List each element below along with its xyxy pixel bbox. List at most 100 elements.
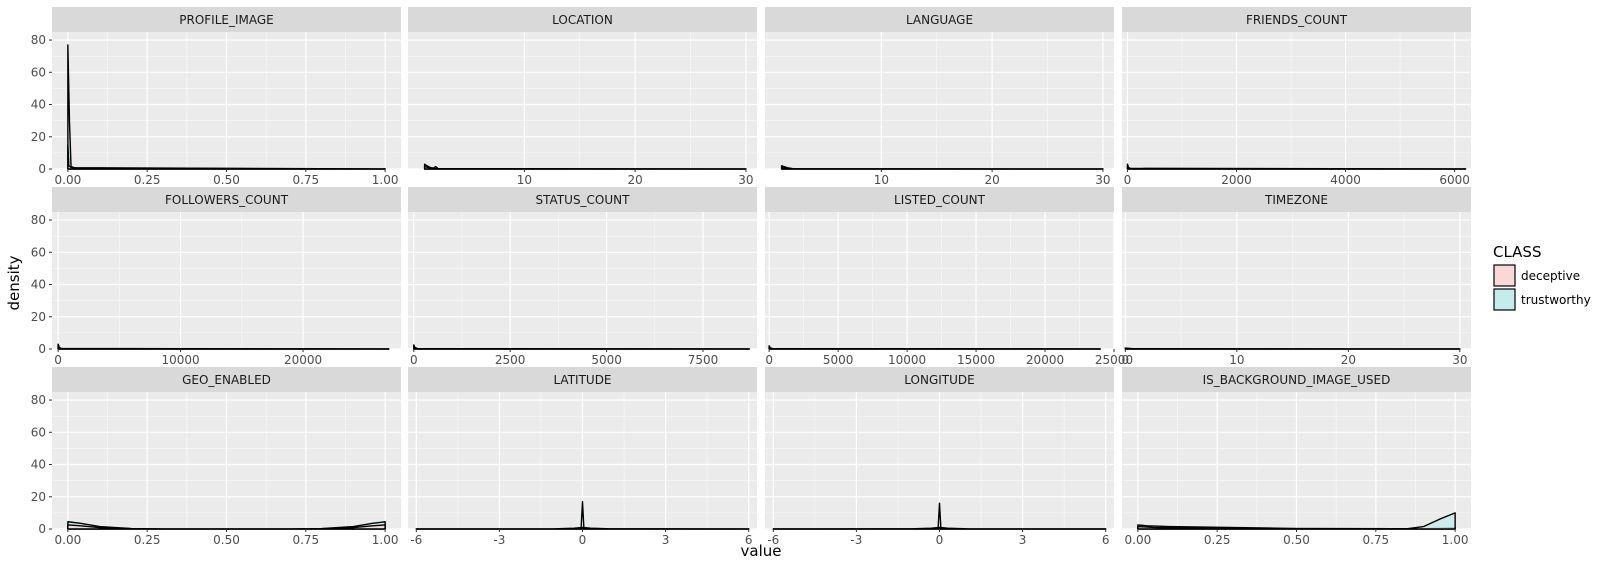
legend-entries: deceptive trustworthy xyxy=(1493,264,1591,311)
facet-strip xyxy=(1122,7,1471,32)
density-area-deceptive xyxy=(415,526,750,530)
y-tick-label: 40 xyxy=(31,278,46,292)
x-tick-label: 0.75 xyxy=(292,173,319,187)
legend: CLASS deceptive trustworthy xyxy=(1493,243,1591,311)
x-tick-label: 0.25 xyxy=(134,173,161,187)
facet-title: LANGUAGE xyxy=(906,13,973,27)
y-tick-label: 40 xyxy=(31,458,46,472)
facet-strip xyxy=(408,187,757,212)
x-tick-label: 10000 xyxy=(161,353,199,367)
y-tick-label: 20 xyxy=(31,490,46,504)
facet-panel: PROFILE_IMAGE 0.00 0.25 0.50 0.75 1.00 0 20 40 60… xyxy=(31,7,401,187)
x-tick-label: 6 xyxy=(745,533,753,547)
facet-strip xyxy=(408,7,757,32)
facet-title: FRIENDS_COUNT xyxy=(1246,13,1348,27)
density-area-deceptive xyxy=(1126,165,1467,170)
density-area-deceptive xyxy=(57,345,390,350)
x-tick-label: 10 xyxy=(1229,353,1244,367)
facet-title: LATITUDE xyxy=(553,373,611,387)
facet-panel: IS_BACKGROUND_IMAGE_USED 0.00 0.25 0.50 0.75… xyxy=(1122,367,1471,547)
density-area-deceptive xyxy=(780,166,1104,170)
panel-background xyxy=(1122,212,1471,349)
facet-title: IS_BACKGROUND_IMAGE_USED xyxy=(1203,373,1391,387)
legend-label-deceptive: deceptive xyxy=(1521,269,1580,283)
panel-background xyxy=(52,212,401,349)
facet-panel: FRIENDS_COUNT 0 2000 4000 6000 xyxy=(1122,7,1471,187)
x-tick-label: 5000 xyxy=(823,353,854,367)
facet-panel: GEO_ENABLED 0.00 0.25 0.50 0.75 1.00 0 20 40 60 80 xyxy=(31,367,401,547)
facet-strip xyxy=(1122,187,1471,212)
x-tick-label: 4000 xyxy=(1330,173,1361,187)
facet-panel: FOLLOWERS_COUNT 0 10000 20000 0 20 40 60 80 xyxy=(31,187,401,367)
legend-swatch-trustworthy xyxy=(1493,288,1516,311)
x-tick-label: 20 xyxy=(627,173,642,187)
facet-title: FOLLOWERS_COUNT xyxy=(165,193,289,207)
x-tick-label: 15000 xyxy=(957,353,995,367)
x-tick-label: 0 xyxy=(579,533,587,547)
x-tick-label: 0.25 xyxy=(1204,533,1231,547)
legend-swatch-deceptive xyxy=(1493,264,1516,287)
x-tick-label: 10000 xyxy=(888,353,926,367)
facet-strip xyxy=(408,367,757,392)
x-tick-label: 0.50 xyxy=(1283,533,1310,547)
panel-background xyxy=(765,32,1114,169)
x-tick-label: 25000 xyxy=(1095,353,1133,367)
panel-background xyxy=(408,212,757,349)
x-tick-label: 30 xyxy=(1452,353,1467,367)
facet-title: TIMEZONE xyxy=(1264,193,1328,207)
y-tick-label: 60 xyxy=(31,425,46,439)
x-tick-label: 20000 xyxy=(284,353,322,367)
facet-panel: LANGUAGE 10 20 30 xyxy=(765,7,1114,187)
x-tick-label: 0 xyxy=(765,353,773,367)
y-tick-label: 0 xyxy=(38,162,46,176)
x-axis-title: value xyxy=(741,542,782,560)
density-area-trustworthy xyxy=(1137,512,1456,530)
x-tick-label: 2000 xyxy=(1221,173,1252,187)
y-tick-label: 20 xyxy=(31,310,46,324)
facet-strip xyxy=(765,367,1114,392)
density-area-deceptive xyxy=(1124,347,1461,350)
panel-background xyxy=(1122,32,1471,169)
x-tick-label: 0 xyxy=(936,533,944,547)
facet-panel: STATUS_COUNT 0 2500 5000 7500 xyxy=(408,187,757,367)
x-tick-label: 30 xyxy=(738,173,753,187)
x-tick-label: 0.00 xyxy=(55,533,82,547)
x-tick-label: 6000 xyxy=(1439,173,1470,187)
facet-title: STATUS_COUNT xyxy=(536,193,631,207)
x-tick-label: 5000 xyxy=(591,353,622,367)
facet-strip xyxy=(765,7,1114,32)
y-tick-label: 40 xyxy=(31,98,46,112)
x-tick-label: -3 xyxy=(493,533,505,547)
facet-title: LONGITUDE xyxy=(904,373,974,387)
x-tick-label: 3 xyxy=(1019,533,1027,547)
y-tick-label: 80 xyxy=(31,213,46,227)
x-tick-label: 0.25 xyxy=(134,533,161,547)
x-tick-label: 2500 xyxy=(495,353,526,367)
x-tick-label: -6 xyxy=(767,533,779,547)
y-tick-label: 60 xyxy=(31,245,46,259)
x-tick-label: 0.00 xyxy=(55,173,82,187)
facet-title: GEO_ENABLED xyxy=(182,373,271,387)
density-area-deceptive xyxy=(772,526,1107,530)
facet-panel: TIMEZONE 0 10 20 30 xyxy=(1122,187,1471,367)
y-tick-label: 20 xyxy=(31,130,46,144)
x-tick-label: 20 xyxy=(984,173,999,187)
density-area-deceptive xyxy=(768,346,1101,350)
x-tick-label: 0.00 xyxy=(1125,533,1152,547)
facet-strip xyxy=(52,367,401,392)
x-tick-label: -6 xyxy=(410,533,422,547)
density-area-deceptive xyxy=(67,524,386,530)
x-tick-label: 0.75 xyxy=(1362,533,1389,547)
facet-strip xyxy=(1122,367,1471,392)
y-tick-label: 60 xyxy=(31,65,46,79)
facet-panel: LATITUDE -6 -3 0 3 6 xyxy=(408,367,757,547)
x-tick-label: 3 xyxy=(662,533,670,547)
panel-background xyxy=(765,212,1114,349)
y-tick-label: 80 xyxy=(31,33,46,47)
x-tick-label: 20 xyxy=(1341,353,1356,367)
y-tick-label: 80 xyxy=(31,393,46,407)
facet-title: PROFILE_IMAGE xyxy=(179,13,274,27)
x-tick-label: 10 xyxy=(517,173,532,187)
x-tick-label: 0 xyxy=(410,353,418,367)
